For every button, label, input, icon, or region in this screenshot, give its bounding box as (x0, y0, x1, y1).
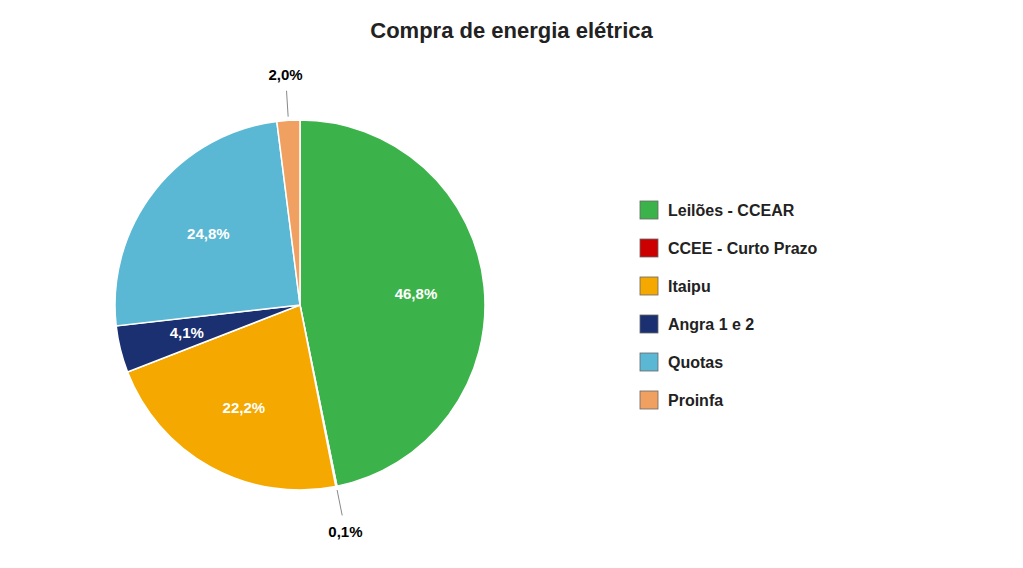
legend-label: CCEE - Curto Prazo (668, 240, 818, 257)
legend-item: Angra 1 e 2 (640, 315, 754, 333)
data-label: 4,1% (170, 324, 204, 341)
leader-line (287, 91, 289, 117)
legend-item: Itaipu (640, 277, 711, 295)
legend-item: Leilões - CCEAR (640, 201, 795, 219)
legend-label: Proinfa (668, 392, 723, 409)
pie (115, 120, 485, 490)
legend-label: Angra 1 e 2 (668, 316, 754, 333)
leader-line (337, 490, 342, 515)
data-label: 46,8% (395, 285, 438, 302)
legend-item: CCEE - Curto Prazo (640, 239, 818, 257)
data-label: 2,0% (268, 66, 302, 83)
pie-slice (300, 120, 485, 486)
chart: Compra de energia elétrica 46,8% 0,1% 22,2%… (0, 0, 1023, 568)
legend-label: Leilões - CCEAR (668, 202, 795, 219)
data-label: 22,2% (223, 399, 266, 416)
legend-swatch (640, 201, 658, 219)
legend-swatch (640, 277, 658, 295)
data-label: 0,1% (328, 523, 362, 540)
legend-label: Quotas (668, 354, 723, 371)
legend-swatch (640, 353, 658, 371)
title: Compra de energia elétrica (370, 18, 653, 43)
legend-swatch (640, 239, 658, 257)
legend-item: Quotas (640, 353, 723, 371)
legend-swatch (640, 391, 658, 409)
legend: Leilões - CCEAR CCEE - Curto Prazo Itaipu A… (640, 201, 818, 409)
legend-item: Proinfa (640, 391, 723, 409)
pie-slice (277, 120, 300, 305)
pie-slice (115, 121, 300, 325)
legend-swatch (640, 315, 658, 333)
legend-label: Itaipu (668, 278, 711, 295)
data-labels: 46,8% 0,1% 22,2% 4,1% 24,8% 2,0% (170, 66, 437, 541)
data-label: 24,8% (187, 224, 230, 241)
